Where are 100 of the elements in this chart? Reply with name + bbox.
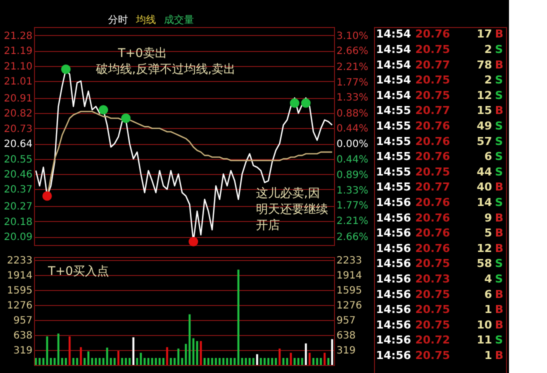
y2-tick-label: 0.89%: [336, 170, 368, 182]
bar: [76, 358, 78, 365]
bar: [297, 358, 300, 365]
text: 20.75: [415, 165, 450, 178]
y2-tick-label: 319: [336, 346, 356, 357]
bar: [218, 358, 221, 365]
bar: [290, 352, 292, 365]
y-tick-label: 20.91: [4, 93, 32, 104]
bar: [177, 348, 180, 365]
text: 20.76: [415, 242, 450, 255]
y2-tick-label: 1.77%: [336, 200, 368, 212]
bar: [114, 358, 116, 365]
text: 57: [476, 134, 492, 148]
bar: [312, 358, 314, 365]
bar: [316, 358, 318, 365]
bar: [136, 358, 138, 365]
text: 58: [476, 257, 492, 270]
text: 20.76: [415, 226, 450, 240]
bar: [154, 358, 157, 365]
bar: [106, 348, 108, 365]
text: 20.76: [415, 211, 450, 224]
text: 14:54: [376, 58, 412, 72]
text: 20.76: [415, 196, 450, 209]
y2-tick-label: 1595: [336, 286, 362, 297]
y2-tick-label: 638: [336, 330, 356, 342]
y2-tick-label: 1.33%: [336, 92, 368, 104]
text: S: [495, 196, 503, 209]
bar: [147, 358, 150, 365]
text: 44: [476, 165, 492, 178]
text: 20.75: [415, 288, 450, 301]
y-tick-label: 21.01: [4, 76, 32, 88]
text: S: [495, 334, 503, 347]
y2-tick-label: 2.66%: [336, 46, 368, 58]
annotation: T+0买入点: [47, 264, 110, 278]
bar: [331, 339, 334, 365]
text: 14:54: [376, 74, 412, 87]
text: 20.75: [415, 349, 450, 362]
text: S: [495, 257, 503, 270]
y-tick-label: 20.18: [4, 216, 32, 228]
text: 49: [476, 119, 492, 132]
bar: [54, 358, 56, 365]
bar: [244, 358, 247, 365]
text: B: [495, 226, 504, 240]
bar: [260, 358, 262, 365]
y-tick-label: 20.55: [4, 154, 32, 166]
bar: [248, 358, 251, 365]
bar: [158, 358, 161, 365]
text: 4: [484, 272, 492, 286]
bar: [294, 358, 296, 365]
bar: [57, 334, 60, 365]
y-tick-label: 1276: [7, 300, 32, 312]
y2-tick-label: 0.00%: [336, 139, 368, 150]
text: 14:56: [376, 211, 412, 224]
y-tick-label: 20.64: [4, 139, 32, 150]
text: 14:54: [376, 28, 412, 41]
bar: [68, 336, 71, 365]
point: [98, 105, 108, 115]
annotation: 这儿必卖,因明天还要继续开店: [256, 186, 328, 232]
bar: [117, 350, 120, 365]
bar: [110, 358, 112, 365]
bar: [124, 358, 127, 365]
bar: [282, 358, 284, 365]
bar: [188, 314, 191, 365]
text: B: [495, 180, 504, 194]
text: 20.75: [415, 303, 450, 316]
bar: [327, 358, 330, 365]
text: 14:55: [376, 104, 412, 118]
text: 12: [476, 242, 492, 255]
bar: [271, 358, 274, 365]
text: 17: [476, 28, 492, 41]
bar: [230, 358, 232, 365]
text: S: [495, 165, 503, 178]
y2-tick-label: 3.10%: [336, 30, 368, 42]
text: 14:56: [376, 272, 412, 286]
text: 14:54: [376, 88, 412, 102]
y-tick-label: 20.82: [4, 108, 32, 120]
bar: [38, 358, 41, 365]
bar: [226, 358, 228, 365]
bar: [267, 358, 270, 365]
text: 20.77: [415, 58, 450, 72]
bar: [264, 358, 266, 365]
text: 14:56: [376, 334, 412, 347]
y-tick-label: 1595: [7, 286, 32, 297]
text: B: [495, 242, 504, 255]
y-tick-label: 20.37: [4, 184, 32, 196]
text: B: [495, 58, 504, 72]
point: [61, 64, 71, 74]
bar: [320, 358, 322, 365]
text: 14:54: [376, 42, 412, 56]
text: 成交量: [164, 14, 194, 26]
y2-tick-label: 1.77%: [336, 77, 368, 88]
y2-tick-label: 1276: [336, 300, 362, 312]
y-tick-label: 1914: [7, 270, 32, 282]
text: 20.77: [415, 104, 450, 118]
text: 20.72: [415, 334, 450, 347]
bar: [87, 351, 90, 365]
text: 20.75: [415, 88, 450, 102]
bar: [200, 341, 202, 365]
text: 1: [484, 303, 492, 316]
text: 20.76: [415, 28, 450, 41]
